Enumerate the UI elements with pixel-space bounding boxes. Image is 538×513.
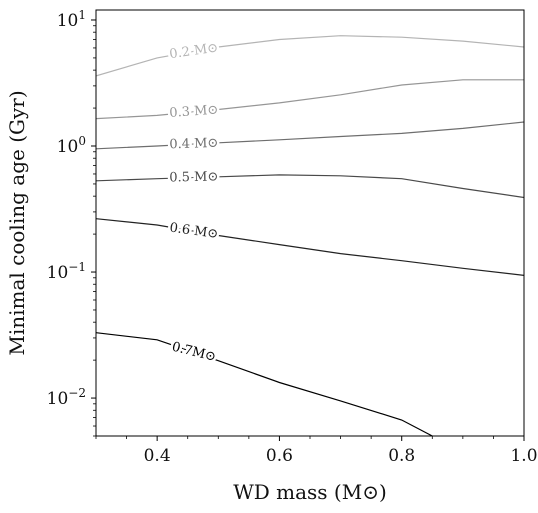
series-label: 0.2 M⊙ <box>169 41 220 63</box>
y-axis: 10−2 10−1 100 101 <box>47 8 96 437</box>
series-line <box>96 332 433 436</box>
series-label: 0.7M⊙ <box>170 340 217 365</box>
series-label: 0.3 M⊙ <box>169 103 219 121</box>
x-tick-label: 0.6 <box>266 446 293 466</box>
x-tick-label: 1.0 <box>510 446 537 466</box>
y-tick-label: 101 <box>57 8 86 31</box>
series-line <box>96 35 524 77</box>
series-line <box>96 79 524 120</box>
plot-frame <box>95 9 525 437</box>
x-tick-label: 0.8 <box>388 446 415 466</box>
series-label: 0.5 M⊙ <box>169 170 218 186</box>
series-label: 0.4 M⊙ <box>169 136 219 153</box>
x-axis: 0.4 0.6 0.8 1.0 <box>95 436 538 466</box>
x-axis-title: WD mass (M⊙) <box>233 480 387 504</box>
series-line <box>96 121 524 150</box>
y-tick-label: 10−2 <box>47 386 86 409</box>
curve-labels-layer: 0.2 M⊙ 0.3 M⊙ 0.4 M⊙ 0.5 M⊙ 0.6 M⊙ 0.7M⊙ <box>166 38 222 367</box>
x-tick-label: 0.4 <box>144 446 171 466</box>
series-line <box>96 174 524 199</box>
y-tick-label: 10−1 <box>47 260 86 283</box>
curves-layer <box>96 35 524 436</box>
y-tick-label: 100 <box>57 134 86 157</box>
y-axis-title: Minimal cooling age (Gyr) <box>5 90 29 355</box>
series-label: 0.6 M⊙ <box>169 220 220 242</box>
series-line <box>96 218 524 276</box>
